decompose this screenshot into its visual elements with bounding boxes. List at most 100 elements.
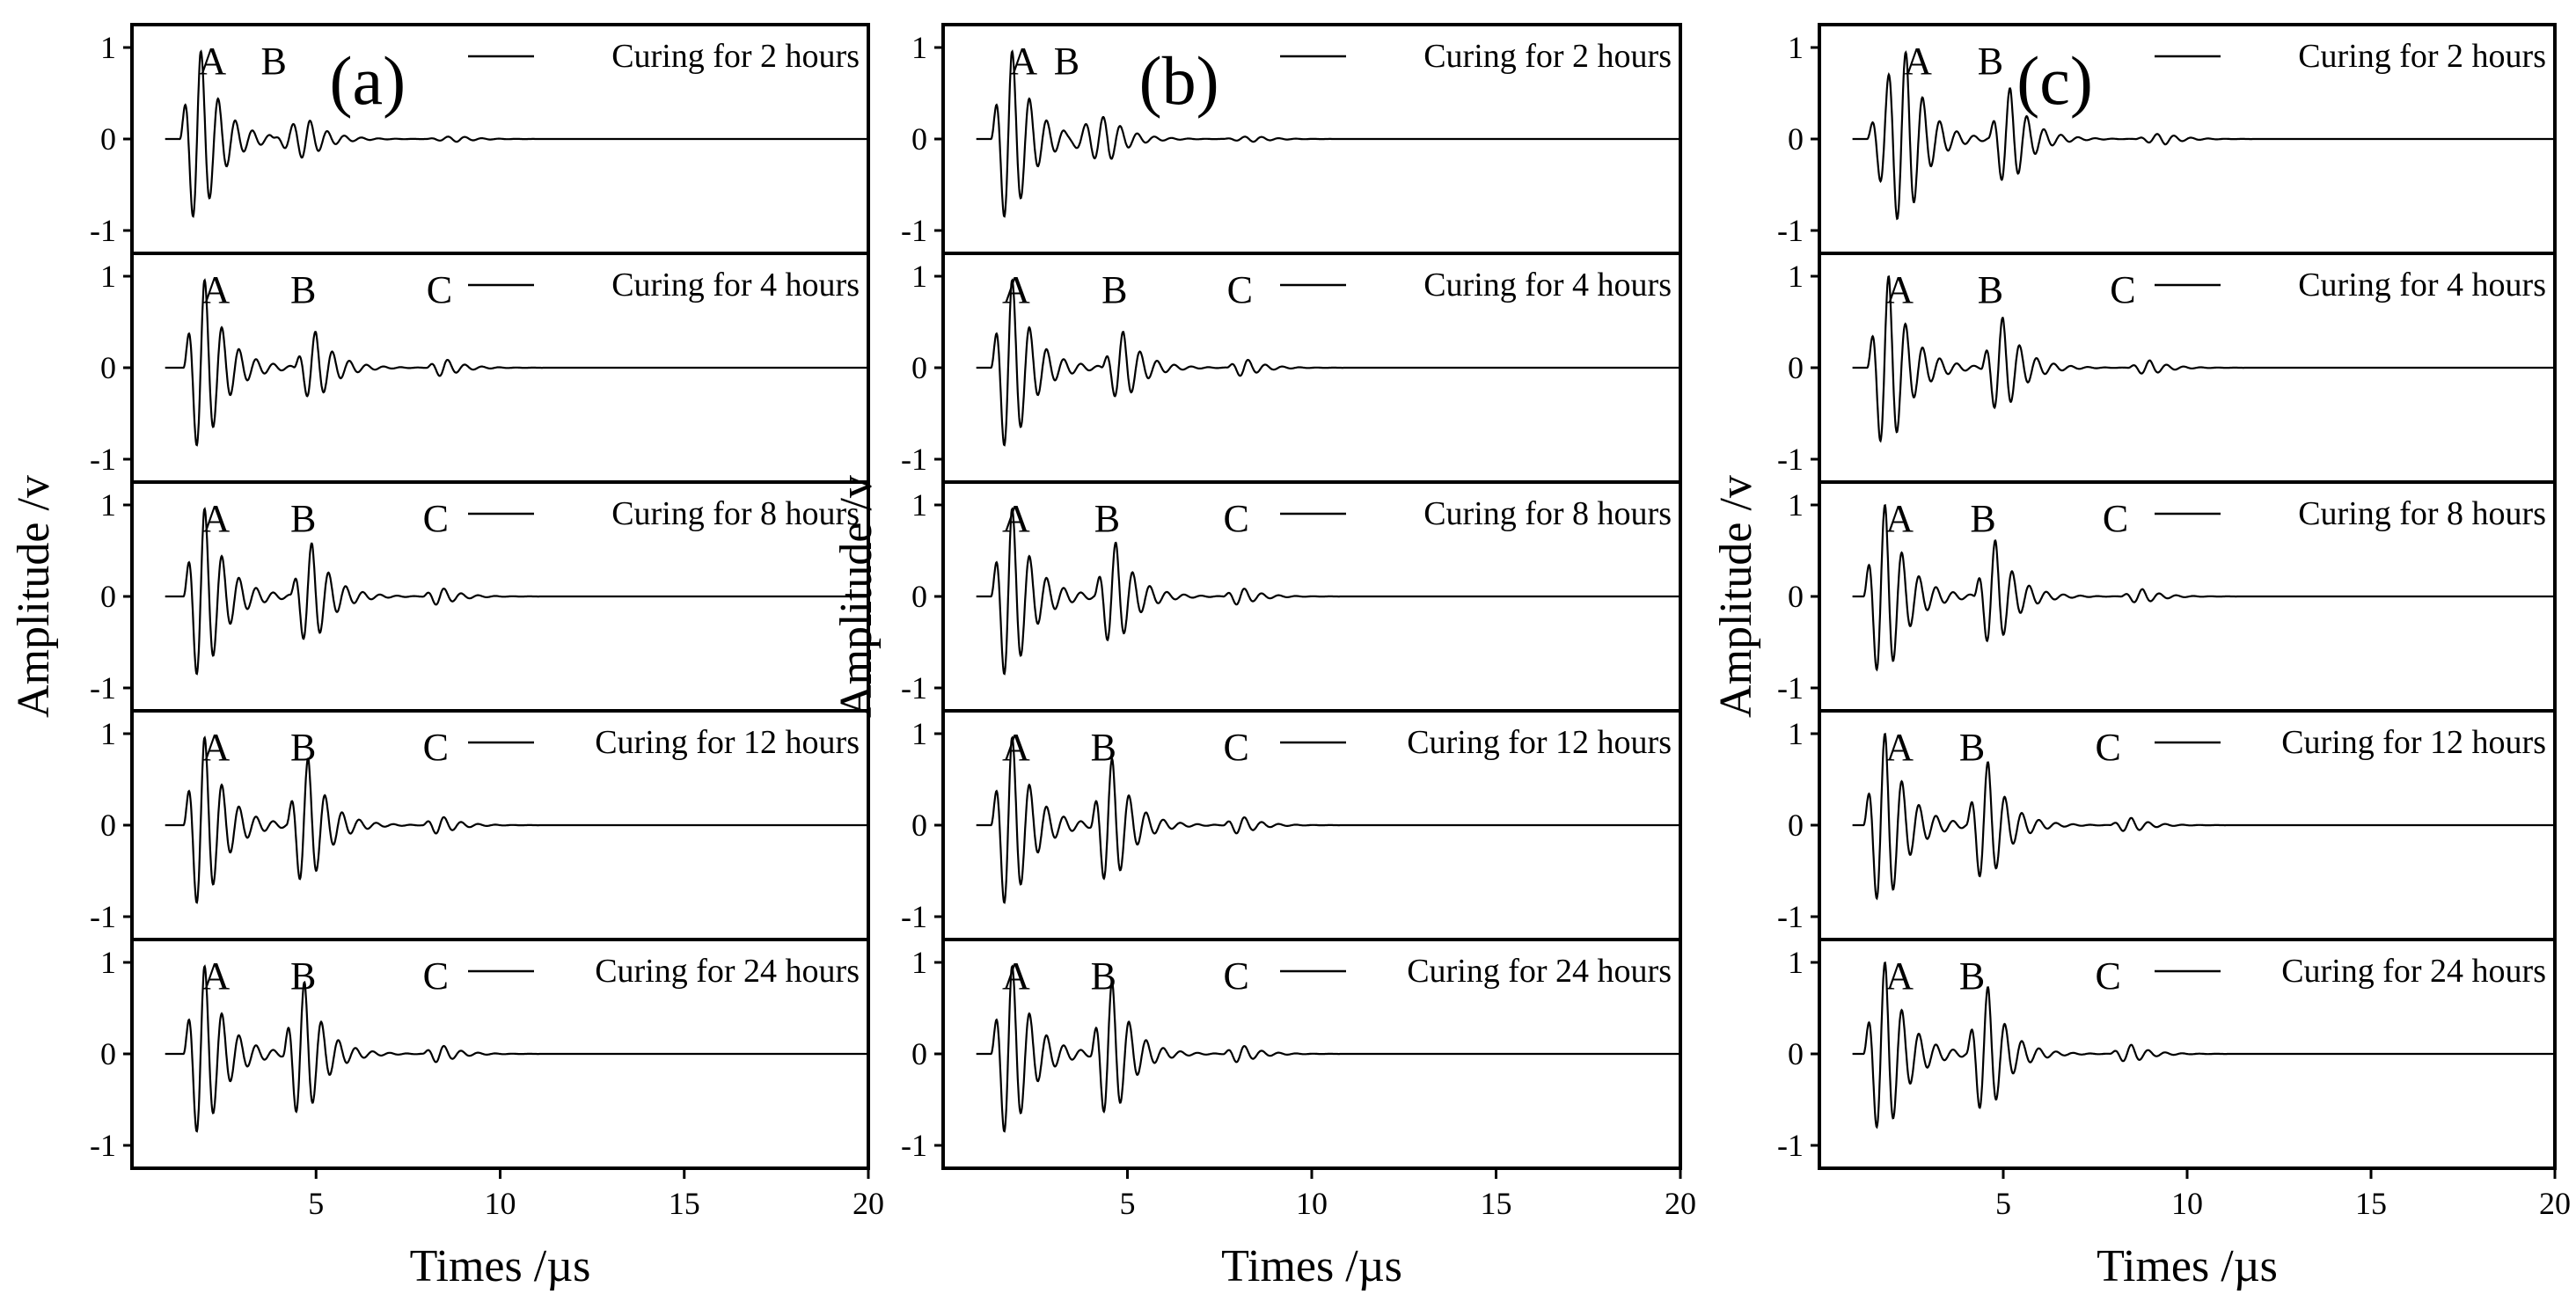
legend-label: Curing for 8 hours <box>611 495 860 532</box>
panel-label: (a) <box>330 42 406 119</box>
y-tick-label: 1 <box>911 945 927 980</box>
wave-label: B <box>1054 40 1079 83</box>
wave-label: A <box>1009 40 1037 83</box>
waveform-line <box>165 49 868 218</box>
x-tick-label: 5 <box>1995 1186 2011 1221</box>
waveform-line <box>976 964 1680 1133</box>
y-tick-label: -1 <box>90 1128 116 1163</box>
y-tick-label: 0 <box>100 579 116 614</box>
wave-label: C <box>427 268 452 311</box>
legend-label: Curing for 2 hours <box>1423 38 1672 75</box>
y-tick-label: -1 <box>1777 442 1804 477</box>
waveform-line <box>1852 732 2555 901</box>
y-tick-label: 1 <box>911 487 927 523</box>
waveform-line <box>165 964 868 1133</box>
wave-label: C <box>2103 497 2128 540</box>
x-axis-title: Times /µs <box>2097 1241 2278 1291</box>
y-tick-label: -1 <box>1777 213 1804 248</box>
y-tick-label: -1 <box>1777 1128 1804 1163</box>
y-axis-title: Amplitude /v <box>831 475 882 718</box>
y-tick-label: 0 <box>911 579 927 614</box>
wave-label: B <box>1101 268 1127 311</box>
legend-label: Curing for 2 hours <box>2298 38 2546 75</box>
legend-label: Curing for 4 hours <box>611 267 860 303</box>
waveform-line <box>165 735 868 904</box>
y-tick-label: 1 <box>1788 716 1804 751</box>
x-tick-label: 5 <box>1120 1186 1136 1221</box>
wave-label: A <box>1002 954 1030 998</box>
y-tick-label: 1 <box>1788 259 1804 294</box>
y-tick-label: 0 <box>1788 350 1804 385</box>
y-tick-label: -1 <box>901 899 927 934</box>
wave-label: C <box>423 954 449 998</box>
wave-label: C <box>1223 726 1248 769</box>
y-tick-label: -1 <box>90 442 116 477</box>
y-tick-label: 0 <box>1788 808 1804 843</box>
y-tick-label: 0 <box>100 350 116 385</box>
x-tick-label: 10 <box>485 1186 516 1221</box>
waveform-line <box>1852 503 2555 672</box>
wave-label: B <box>1091 954 1116 998</box>
y-tick-label: 1 <box>100 30 116 65</box>
legend-label: Curing for 12 hours <box>595 724 860 761</box>
y-tick-label: 1 <box>911 30 927 65</box>
wave-label: A <box>1885 954 1914 998</box>
y-tick-label: -1 <box>1777 670 1804 706</box>
waveform-line <box>165 278 868 447</box>
wave-label: A <box>202 268 231 311</box>
x-tick-label: 15 <box>669 1186 700 1221</box>
legend-label: Curing for 24 hours <box>1407 953 1672 990</box>
wave-label: A <box>202 497 231 540</box>
x-axis-title: Times /µs <box>1221 1241 1402 1291</box>
wave-label: A <box>202 954 231 998</box>
wave-label: A <box>1002 726 1030 769</box>
y-tick-label: -1 <box>90 670 116 706</box>
waveform-line <box>1852 274 2555 443</box>
panel-label: (c) <box>2016 42 2093 119</box>
wave-label: B <box>290 726 316 769</box>
wave-label: C <box>1227 268 1253 311</box>
waveform-line <box>976 49 1680 218</box>
wave-label: B <box>1959 726 1985 769</box>
wave-label: A <box>1885 497 1914 540</box>
wave-label: A <box>1885 268 1914 311</box>
wave-label: B <box>1094 497 1120 540</box>
wave-label: C <box>423 726 449 769</box>
wave-label: B <box>1959 954 1985 998</box>
y-tick-label: 0 <box>911 121 927 157</box>
wave-label: A <box>198 40 226 83</box>
y-tick-label: -1 <box>90 899 116 934</box>
y-tick-label: 1 <box>1788 30 1804 65</box>
wave-label: B <box>290 954 316 998</box>
y-tick-label: 0 <box>1788 121 1804 157</box>
y-tick-label: 0 <box>100 1036 116 1071</box>
x-tick-label: 10 <box>1296 1186 1328 1221</box>
y-tick-label: -1 <box>901 1128 927 1163</box>
legend-label: Curing for 8 hours <box>2298 495 2546 532</box>
wave-label: B <box>1978 40 2003 83</box>
wave-label: C <box>2096 954 2121 998</box>
wave-label: A <box>202 726 231 769</box>
wave-label: B <box>1970 497 1995 540</box>
y-axis-title: Amplitude /v <box>1711 475 1761 718</box>
wave-label: C <box>1223 954 1248 998</box>
y-tick-label: 0 <box>100 121 116 157</box>
wave-label: C <box>423 497 449 540</box>
y-tick-label: 1 <box>1788 945 1804 980</box>
x-axis-title: Times /µs <box>410 1241 591 1291</box>
wave-label: B <box>290 268 316 311</box>
legend-label: Curing for 8 hours <box>1423 495 1672 532</box>
legend-label: Curing for 2 hours <box>611 38 860 75</box>
y-tick-label: 1 <box>911 716 927 751</box>
y-tick-label: -1 <box>901 670 927 706</box>
wave-label: A <box>1904 40 1932 83</box>
waveform-line <box>1852 50 2555 221</box>
x-tick-label: 10 <box>2171 1186 2203 1221</box>
y-tick-label: 0 <box>911 350 927 385</box>
wave-label: B <box>1978 268 2003 311</box>
wave-label: C <box>2110 268 2135 311</box>
legend-label: Curing for 12 hours <box>1407 724 1672 761</box>
wave-label: A <box>1885 726 1914 769</box>
legend-label: Curing for 12 hours <box>2281 724 2546 761</box>
